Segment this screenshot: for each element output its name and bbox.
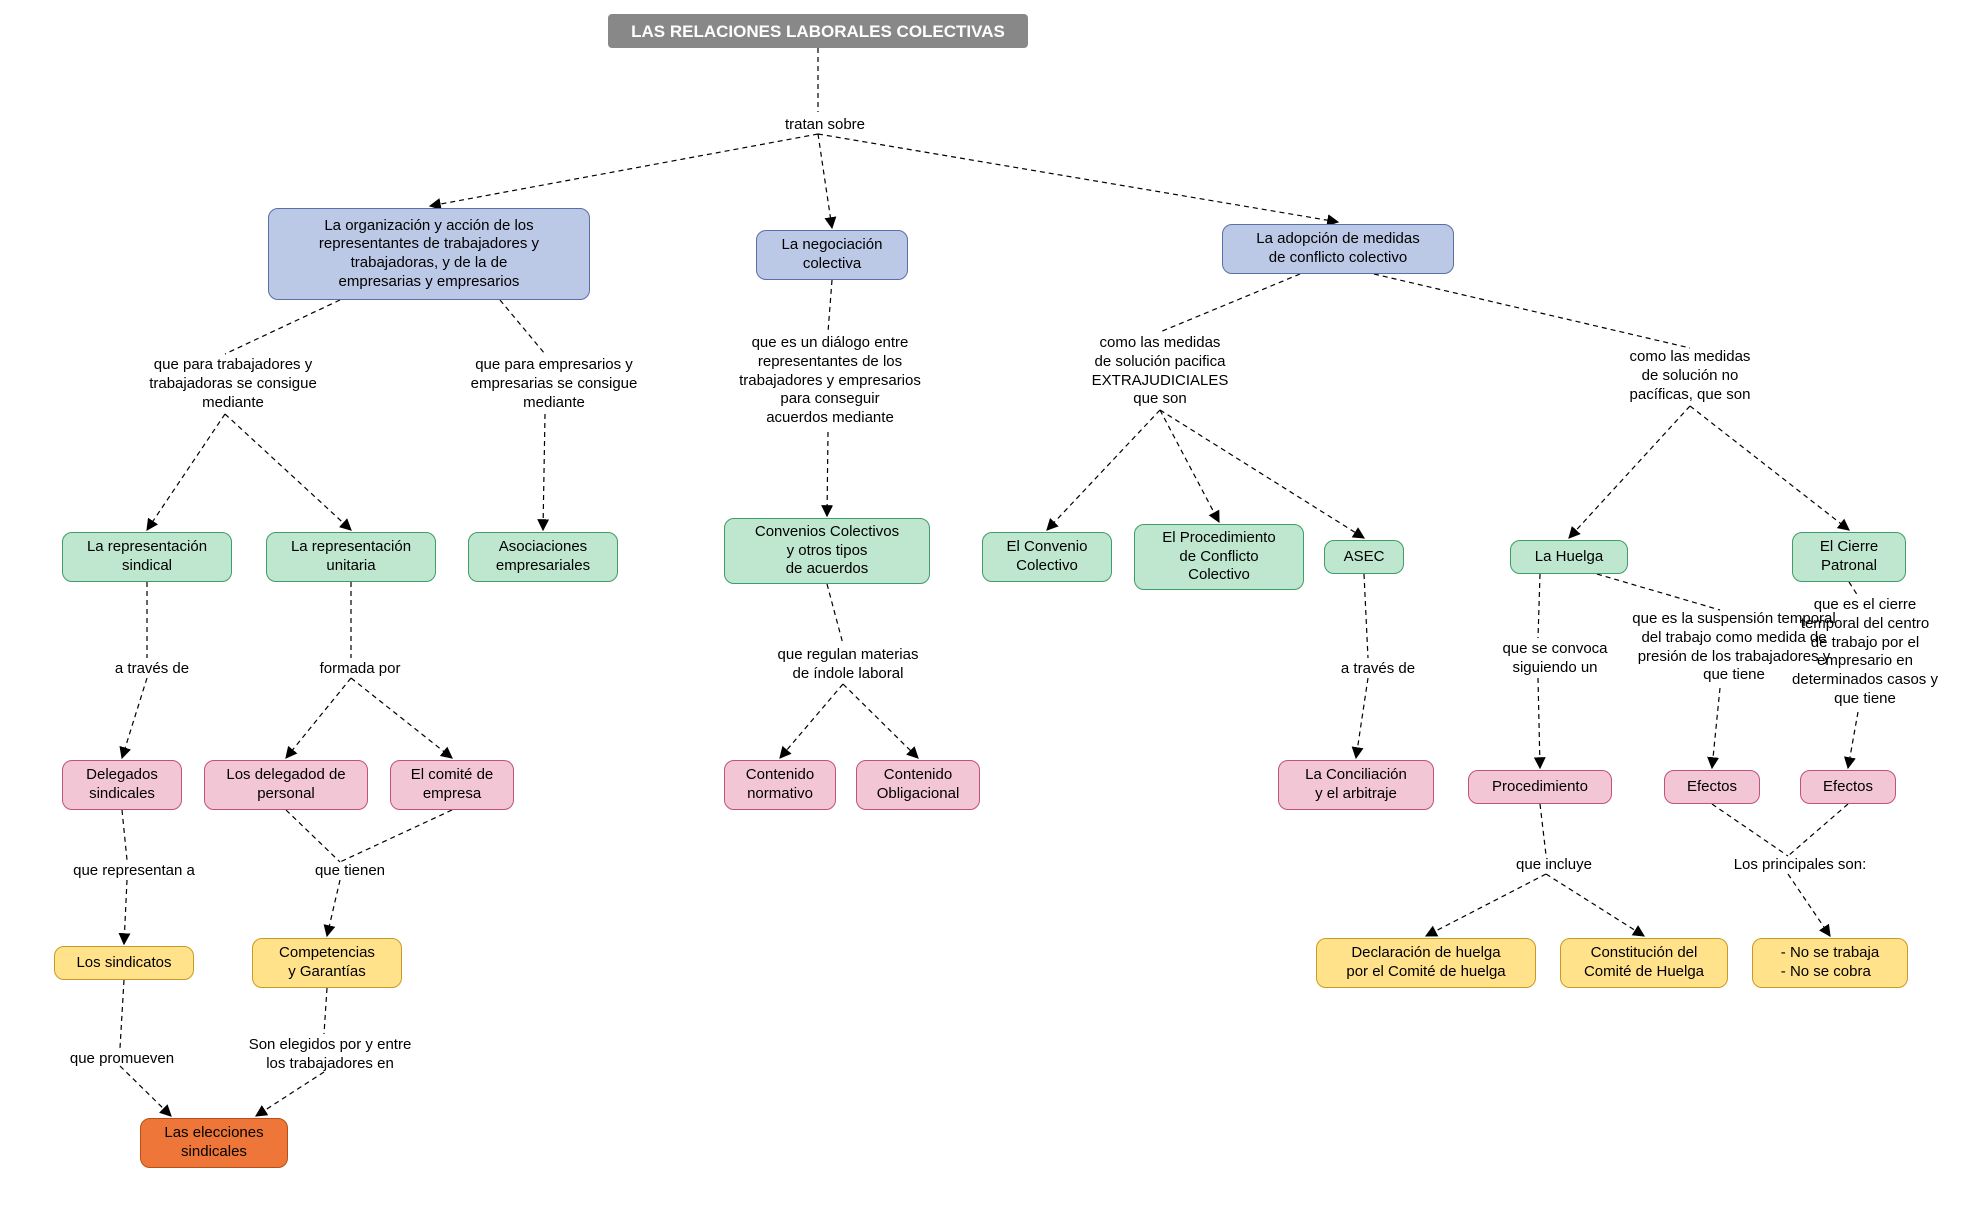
node-n_concil: La Conciliación y el arbitraje: [1278, 760, 1434, 810]
edge-label-l_trab: que para trabajadores y trabajadoras se …: [118, 356, 348, 412]
concept-map-canvas: LAS RELACIONES LABORALES COLECTIVAS La o…: [0, 0, 1961, 1214]
edge-label-l_form: formada por: [300, 660, 420, 679]
edge-label-l_eleg: Son elegidos por y entre los trabajadore…: [220, 1036, 440, 1074]
edge-label-l_incluye: que incluye: [1494, 856, 1614, 875]
node-n_convcol: El Convenio Colectivo: [982, 532, 1112, 582]
edge-label-l_tratan: tratan sobre: [770, 116, 880, 135]
node-n_declar: Declaración de huelga por el Comité de h…: [1316, 938, 1536, 988]
node-n_proc: El Procedimiento de Conflicto Colectivo: [1134, 524, 1304, 590]
node-n_const: Constitución del Comité de Huelga: [1560, 938, 1728, 988]
node-n_delpers: Los delegadod de personal: [204, 760, 368, 810]
node-n_delsind: Delegados sindicales: [62, 760, 182, 810]
diagram-title: LAS RELACIONES LABORALES COLECTIVAS: [608, 14, 1028, 48]
node-n_noset: - No se trabaja - No se cobra: [1752, 938, 1908, 988]
node-n_asoc: Asociaciones empresariales: [468, 532, 618, 582]
node-n_unitaria: La representación unitaria: [266, 532, 436, 582]
node-n_cierre: El Cierre Patronal: [1792, 532, 1906, 582]
node-n_elecc: Las elecciones sindicales: [140, 1118, 288, 1168]
node-n_adop: La adopción de medidas de conflicto cole…: [1222, 224, 1454, 274]
node-n_compet: Competencias y Garantías: [252, 938, 402, 988]
edge-label-l_regul: que regulan materias de índole laboral: [748, 646, 948, 684]
node-n_efect2: Efectos: [1800, 770, 1896, 804]
node-n_sindic: Los sindicatos: [54, 946, 194, 980]
node-n_efect1: Efectos: [1664, 770, 1760, 804]
edge-label-l_atrav2: a través de: [1318, 660, 1438, 679]
node-n_procd: Procedimiento: [1468, 770, 1612, 804]
edge-label-l_tienen: que tienen: [290, 862, 410, 881]
node-n_huelga: La Huelga: [1510, 540, 1628, 574]
node-n_negoc: La negociación colectiva: [756, 230, 908, 280]
node-n_comite: El comité de empresa: [390, 760, 514, 810]
node-n_cnorm: Contenido normativo: [724, 760, 836, 810]
edge-label-l_dialog: que es un diálogo entre representantes d…: [710, 334, 950, 428]
edge-label-l_repr: que representan a: [54, 862, 214, 881]
node-n_coblig: Contenido Obligacional: [856, 760, 980, 810]
edge-label-l_emp: que para empresarios y empresarias se co…: [444, 356, 664, 412]
node-n_sindical: La representación sindical: [62, 532, 232, 582]
edge-label-l_extra: como las medidas de solución pacifica EX…: [1050, 334, 1270, 409]
edge-label-l_princ: Los principales son:: [1710, 856, 1890, 875]
edge-label-l_atrav1: a través de: [92, 660, 212, 679]
edges-layer: [0, 0, 1961, 1214]
edge-label-l_nopac: como las medidas de solución no pacífica…: [1590, 348, 1790, 404]
node-n_org: La organización y acción de los represen…: [268, 208, 590, 300]
edge-label-l_ciertem: que es el cierre temporal del centro de …: [1770, 596, 1960, 709]
node-n_asec: ASEC: [1324, 540, 1404, 574]
edge-label-l_prom: que promueven: [52, 1050, 192, 1069]
node-n_conven: Convenios Colectivos y otros tipos de ac…: [724, 518, 930, 584]
